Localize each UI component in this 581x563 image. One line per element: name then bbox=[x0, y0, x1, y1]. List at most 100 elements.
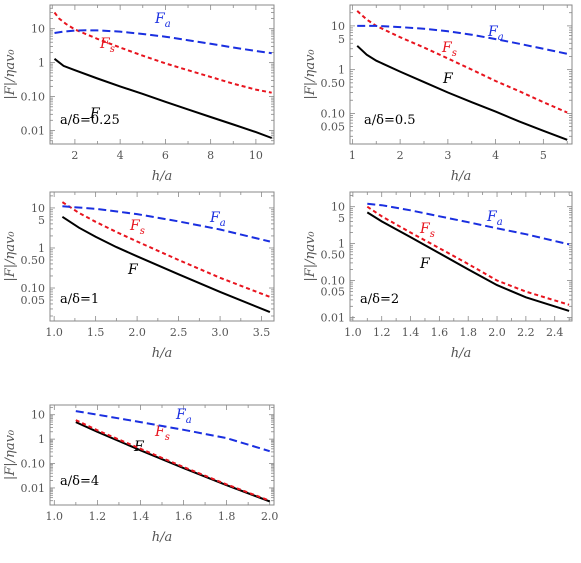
y-tick-label: 1 bbox=[38, 242, 45, 255]
y-axis-label: |F|/ηav₀ bbox=[303, 231, 318, 282]
x-tick-label: 8 bbox=[207, 149, 214, 162]
x-tick-label: 10 bbox=[249, 149, 263, 162]
x-tick-label: 3.5 bbox=[253, 326, 271, 339]
parameter-label: a/δ=0.25 bbox=[60, 113, 120, 128]
series-label-Fs: Fs bbox=[441, 40, 457, 59]
panel-3: 0.050.10 0.501 510 1.0 1.5 2.0 2.5 3.0 3.5 |F|/ηa… bbox=[3, 191, 275, 361]
series-label-Fs: Fs bbox=[419, 221, 435, 240]
series-line-Fa bbox=[62, 205, 271, 243]
x-tick-label: 4 bbox=[117, 149, 124, 162]
series-line-Fs bbox=[366, 205, 570, 306]
parameter-label: a/δ=1 bbox=[60, 292, 99, 307]
y-tick-label: 10 bbox=[31, 409, 45, 422]
y-tick-label: 0.10 bbox=[21, 458, 46, 471]
y-axis-label: |F|/ηav₀ bbox=[303, 49, 318, 100]
series-label-Fa: Fa bbox=[154, 11, 171, 30]
series-line-Fa bbox=[357, 24, 568, 55]
y-tick-label: 0.50 bbox=[321, 77, 346, 90]
x-tick-label: 1.6 bbox=[431, 326, 449, 339]
y-tick-label: 0.10 bbox=[321, 107, 346, 120]
series-line-Fs bbox=[61, 201, 271, 298]
panel-4: 0.01 0.050.10 0.501 510 1.0 1.2 1.4 1.6 1.8 2.0 2.… bbox=[303, 191, 573, 361]
plot-frame bbox=[349, 191, 573, 322]
series-label-F: F bbox=[133, 439, 145, 455]
x-tick-label: 1 bbox=[349, 149, 356, 162]
y-tick-label: 0.05 bbox=[21, 294, 46, 307]
x-tick-label: 1.2 bbox=[373, 326, 391, 339]
y-tick-label: 5 bbox=[338, 212, 345, 225]
x-tick-label: 4 bbox=[492, 149, 499, 162]
parameter-label: a/δ=0.5 bbox=[364, 113, 416, 128]
y-tick-label: 1 bbox=[338, 64, 345, 77]
parameter-label: a/δ=4 bbox=[60, 474, 99, 489]
series-line-F bbox=[53, 58, 273, 139]
x-tick-label: 1.0 bbox=[46, 510, 64, 523]
series-label-F: F bbox=[127, 262, 139, 278]
series-label-Fs: Fs bbox=[129, 218, 145, 237]
y-tick-label: 0.01 bbox=[21, 124, 46, 137]
x-axis-label: h/a bbox=[152, 169, 173, 184]
y-tick-label: 10 bbox=[331, 20, 345, 33]
series-label-Fa: Fa bbox=[175, 407, 192, 426]
y-tick-label: 0.10 bbox=[21, 282, 46, 295]
x-tick-label: 6 bbox=[162, 149, 169, 162]
x-tick-label: 2.0 bbox=[261, 510, 279, 523]
x-axis-label: h/a bbox=[451, 346, 472, 361]
y-axis-label: |F|/ηav₀ bbox=[3, 231, 18, 282]
x-axis-label: h/a bbox=[152, 346, 173, 361]
y-tick-label: 0.05 bbox=[321, 121, 346, 134]
y-tick-label: 10 bbox=[331, 201, 345, 214]
y-tick-label: 0.01 bbox=[321, 311, 346, 324]
series-line-Fa bbox=[54, 29, 272, 55]
y-tick-label: 1 bbox=[38, 57, 45, 70]
series-line-Fs bbox=[53, 11, 272, 94]
x-tick-label: 1.5 bbox=[87, 326, 105, 339]
y-tick-label: 0.05 bbox=[321, 286, 346, 299]
series-line-Fs bbox=[356, 10, 568, 114]
series-line-F bbox=[61, 215, 271, 314]
x-axis-label: h/a bbox=[152, 530, 173, 545]
y-tick-label: 1 bbox=[338, 238, 345, 251]
series-label-F: F bbox=[89, 106, 101, 122]
series-line-F bbox=[366, 211, 570, 312]
x-tick-label: 1.4 bbox=[132, 510, 150, 523]
panel-1: 0.01 0.10 1 10 2 4 6 8 10 |F|/ηav₀ h/a F Fs Fa a/δ=0.2… bbox=[3, 4, 275, 184]
series-label-Fa: Fa bbox=[209, 210, 226, 229]
y-tick-label: 0.01 bbox=[21, 482, 46, 495]
y-tick-label: 0.10 bbox=[321, 275, 346, 288]
y-tick-label: 10 bbox=[31, 23, 45, 36]
y-tick-label: 5 bbox=[38, 214, 45, 227]
x-tick-label: 1.8 bbox=[459, 326, 477, 339]
plot-frame bbox=[349, 4, 573, 145]
plot-frame bbox=[49, 4, 275, 145]
x-tick-label: 2.5 bbox=[170, 326, 188, 339]
series-line-Fa bbox=[75, 410, 270, 453]
series-line-Fa bbox=[367, 202, 570, 246]
y-tick-label: 1 bbox=[38, 433, 45, 446]
x-tick-label: 1.4 bbox=[402, 326, 420, 339]
y-tick-label: 0.50 bbox=[321, 249, 346, 262]
y-tick-label: 10 bbox=[31, 202, 45, 215]
x-tick-label: 2.0 bbox=[128, 326, 146, 339]
panel-5: 0.01 0.10 1 10 1.0 1.2 1.4 1.6 1.8 2.0 |F|/ηav₀ h/a… bbox=[3, 404, 279, 545]
parameter-label: a/δ=2 bbox=[360, 292, 399, 307]
series-label-Fa: Fa bbox=[486, 209, 503, 228]
series-label-Fs: Fs bbox=[99, 36, 115, 55]
y-tick-label: 0.50 bbox=[21, 254, 46, 267]
x-tick-label: 1.2 bbox=[89, 510, 107, 523]
x-tick-label: 2.2 bbox=[517, 326, 535, 339]
x-tick-label: 1.6 bbox=[175, 510, 193, 523]
x-tick-label: 2.0 bbox=[488, 326, 506, 339]
series-line-F bbox=[356, 45, 568, 141]
series-label-F: F bbox=[442, 71, 454, 87]
y-tick-label: 0.10 bbox=[21, 91, 46, 104]
x-tick-label: 3 bbox=[444, 149, 451, 162]
x-tick-label: 2 bbox=[397, 149, 404, 162]
x-axis-label: h/a bbox=[451, 169, 472, 184]
y-axis-label: |F|/ηav₀ bbox=[3, 49, 18, 100]
y-tick-label: 5 bbox=[338, 33, 345, 46]
series-line-Fs bbox=[75, 419, 271, 502]
series-label-Fa: Fa bbox=[487, 24, 504, 43]
x-tick-label: 2.4 bbox=[546, 326, 564, 339]
